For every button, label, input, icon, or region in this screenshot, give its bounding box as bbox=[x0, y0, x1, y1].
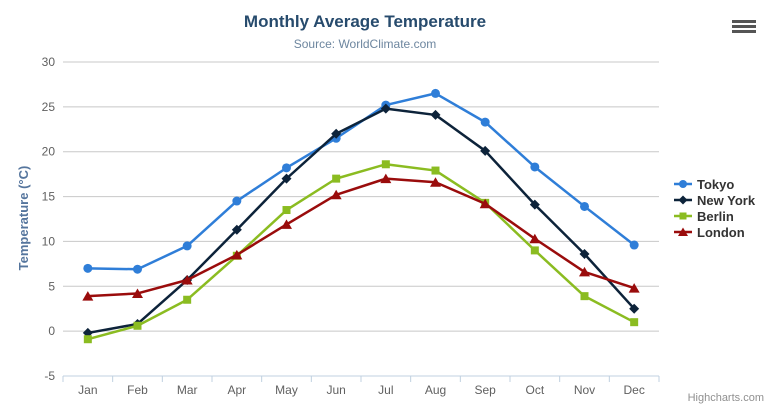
x-tick-label: Feb bbox=[127, 383, 148, 397]
point-marker bbox=[431, 88, 440, 98]
y-tick-label: 25 bbox=[42, 100, 56, 114]
x-tick-label: Oct bbox=[525, 383, 544, 397]
point-marker bbox=[679, 212, 687, 220]
point-marker bbox=[282, 163, 291, 173]
point-marker bbox=[82, 291, 94, 301]
point-marker bbox=[331, 128, 342, 139]
point-marker bbox=[132, 288, 143, 298]
point-marker bbox=[530, 162, 540, 172]
point-marker bbox=[529, 233, 541, 244]
x-tick-label: Jan bbox=[78, 383, 97, 397]
point-marker bbox=[579, 248, 590, 259]
point-marker bbox=[232, 196, 242, 206]
point-marker bbox=[480, 145, 491, 156]
point-marker bbox=[678, 195, 688, 205]
series-line-tokyo bbox=[86, 92, 636, 271]
point-marker bbox=[430, 177, 441, 187]
point-marker bbox=[231, 249, 243, 260]
series-line-london bbox=[86, 177, 636, 298]
point-marker bbox=[480, 117, 490, 127]
point-marker bbox=[282, 206, 291, 215]
point-marker bbox=[182, 241, 192, 251]
chart-title: Monthly Average Temperature bbox=[243, 12, 487, 31]
point-marker bbox=[430, 109, 441, 120]
point-marker bbox=[381, 160, 390, 169]
legend: Tokyo New York Berlin London bbox=[674, 176, 755, 240]
x-tick-label: Sep bbox=[474, 383, 496, 397]
y-tick-label: -5 bbox=[44, 369, 55, 383]
y-tick-label: 10 bbox=[42, 234, 56, 248]
point-marker bbox=[678, 227, 688, 236]
legend-item-london[interactable]: London bbox=[674, 224, 755, 240]
x-tick-label: Dec bbox=[623, 383, 644, 397]
point-marker bbox=[431, 166, 440, 175]
x-tick-label: Jul bbox=[378, 383, 393, 397]
y-axis-title: Temperature (°C) bbox=[16, 165, 31, 271]
legend-label: New York bbox=[697, 192, 756, 208]
point-marker bbox=[380, 103, 391, 114]
y-tick-label: 0 bbox=[48, 324, 55, 338]
legend-marker-diamond-icon bbox=[674, 195, 692, 205]
point-marker bbox=[629, 303, 640, 314]
legend-marker-circle-icon bbox=[674, 180, 692, 188]
credits-link[interactable]: Highcharts.com bbox=[687, 392, 764, 404]
x-tick-label: Nov bbox=[574, 383, 595, 397]
point-marker bbox=[479, 198, 491, 209]
y-tick-label: 5 bbox=[48, 279, 55, 293]
x-tick-label: Mar bbox=[177, 383, 198, 397]
point-marker bbox=[281, 219, 292, 229]
point-marker bbox=[133, 321, 142, 330]
x-tick-label: Aug bbox=[425, 383, 446, 397]
legend-label: Tokyo bbox=[697, 176, 735, 192]
point-marker bbox=[380, 173, 392, 184]
point-marker bbox=[580, 201, 589, 211]
point-marker bbox=[628, 283, 640, 293]
x-tick-label: May bbox=[275, 383, 298, 397]
y-tick-label: 20 bbox=[42, 145, 56, 159]
legend-label: London bbox=[697, 224, 745, 240]
legend-marker-triangle-icon bbox=[674, 227, 692, 236]
legend-item-tokyo[interactable]: Tokyo bbox=[674, 176, 755, 192]
series-line-new-york bbox=[86, 107, 636, 335]
hamburger-menu-icon bbox=[732, 20, 756, 33]
point-marker bbox=[579, 266, 590, 277]
legend-label: Berlin bbox=[697, 208, 734, 224]
point-marker bbox=[183, 295, 192, 304]
chart-subtitle: Source: WorldClimate.com bbox=[293, 37, 437, 51]
point-marker bbox=[630, 318, 639, 327]
point-marker bbox=[679, 180, 687, 188]
point-marker bbox=[530, 246, 539, 255]
point-marker bbox=[231, 224, 242, 235]
point-marker bbox=[281, 173, 292, 184]
y-tick-label: 15 bbox=[42, 190, 56, 204]
y-tick-label: 30 bbox=[42, 55, 56, 69]
x-tick-label: Apr bbox=[227, 383, 246, 397]
legend-marker-square-icon bbox=[674, 212, 692, 220]
legend-item-new-york[interactable]: New York bbox=[674, 192, 755, 208]
series-tokyo[interactable] bbox=[83, 88, 639, 274]
point-marker bbox=[181, 275, 193, 285]
point-marker bbox=[580, 292, 589, 301]
point-marker bbox=[529, 199, 540, 210]
point-marker bbox=[330, 189, 342, 200]
legend-item-berlin[interactable]: Berlin bbox=[674, 208, 755, 224]
point-marker bbox=[83, 335, 92, 344]
x-tick-label: Jun bbox=[326, 383, 345, 397]
series-new-york[interactable] bbox=[82, 103, 640, 338]
series-london[interactable] bbox=[82, 173, 640, 301]
point-marker bbox=[332, 174, 341, 183]
point-marker bbox=[629, 240, 639, 250]
point-marker bbox=[83, 263, 93, 273]
point-marker bbox=[133, 264, 142, 274]
series-line-berlin bbox=[86, 163, 636, 341]
export-menu-button[interactable] bbox=[730, 18, 758, 38]
